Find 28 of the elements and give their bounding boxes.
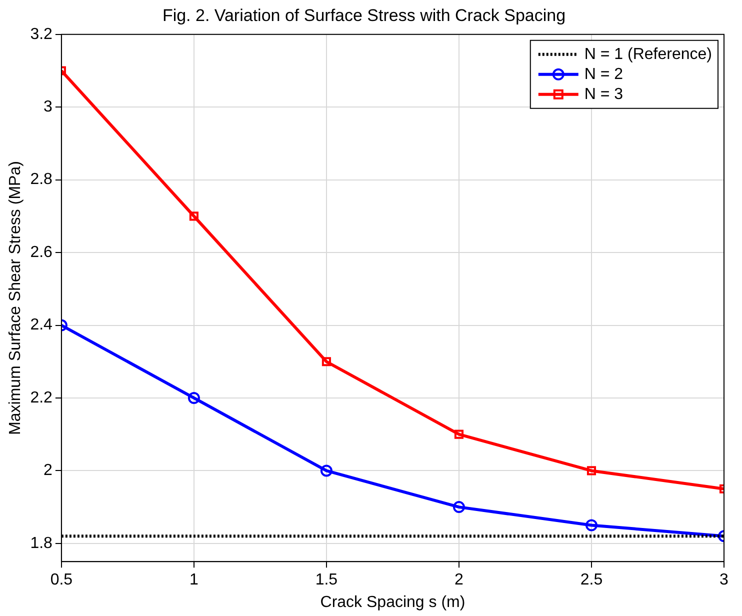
x-tick-label: 1.5 [315,572,338,589]
chart-title: Fig. 2. Variation of Surface Stress with Crack Spacing [162,6,566,25]
x-axis-title: Crack Spacing s (m) [320,594,466,611]
point [322,357,331,366]
point [585,519,598,532]
legend-label: N = 1 (Reference) [584,46,712,63]
point [189,212,198,221]
x-tick-label: 0.5 [50,572,73,589]
x-tick-label: 3 [720,572,729,589]
y-tick-label: 2.2 [30,389,53,406]
y-tick-label: 2.4 [30,316,53,334]
y-tick-label: 1.8 [30,534,53,552]
point [454,430,464,439]
y-tick-label: 2 [44,462,53,480]
legend-label: N = 3 [584,86,624,103]
point [452,501,465,514]
y-tick-label: 3 [44,98,53,116]
y-tick-label: 3.2 [30,26,53,43]
point [586,466,596,476]
y-tick-label: 2.8 [30,171,53,188]
y-tick-label: 2.6 [30,244,53,261]
x-tick-label: 2.5 [580,572,603,589]
legend-label: N = 2 [584,66,624,83]
y-axis-title: Maximum Surface Shear Stress (MPa) [7,161,24,435]
point [320,464,332,477]
point [188,392,200,404]
x-tick-label: 1 [190,572,198,589]
x-tick-label: 2 [454,572,464,589]
